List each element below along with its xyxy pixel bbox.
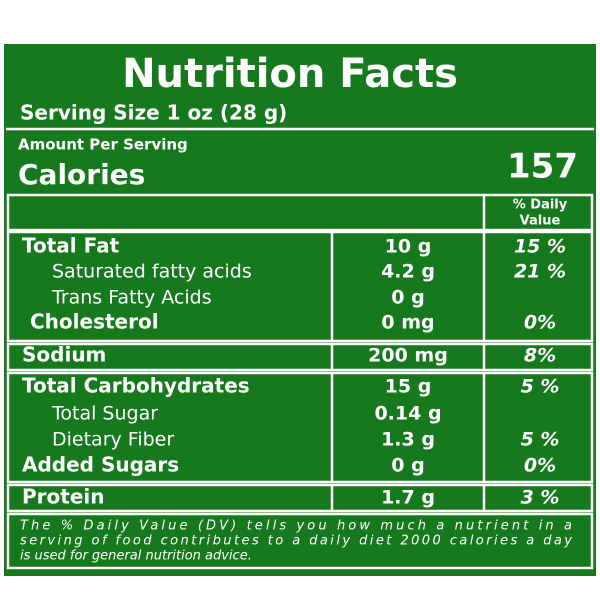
dv-header: Value	[520, 214, 561, 229]
daily-value: 0%	[524, 455, 556, 477]
nutrient-name: Cholesterol	[30, 310, 159, 334]
dv-header: % Daily	[513, 198, 568, 213]
nutrient-amount: 0.14 g	[374, 403, 441, 425]
nutrient-name: Saturated fatty acids	[52, 261, 252, 283]
nutrient-name: Total Fat	[22, 234, 120, 258]
daily-value: 8%	[524, 345, 556, 367]
label-background	[4, 44, 596, 576]
group-box	[6, 230, 594, 343]
nutrient-name: Sodium	[22, 343, 106, 367]
nutrient-amount: 15 g	[385, 376, 432, 398]
daily-value: 15 %	[514, 236, 566, 258]
nutrient-name: Added Sugars	[22, 453, 179, 477]
calories-value: 157	[507, 147, 578, 187]
nutrient-amount: 0 g	[391, 287, 424, 309]
amount-per-serving: Amount Per Serving	[18, 136, 188, 154]
group-box	[6, 483, 594, 513]
daily-value: 0%	[524, 312, 556, 334]
nutrient-name: Total Sugar	[51, 403, 158, 425]
nutrient-amount: 200 mg	[368, 345, 448, 367]
group-box	[6, 342, 594, 372]
header-box	[6, 193, 594, 232]
footnote: serving of food contributes to a daily d…	[20, 534, 572, 549]
daily-value: 3 %	[521, 487, 560, 509]
daily-value: 5 %	[521, 429, 560, 451]
footnote-box	[6, 512, 594, 570]
title: Nutrition Facts	[122, 51, 458, 97]
nutrient-name: Protein	[22, 485, 104, 509]
nutrient-amount: 0 mg	[381, 312, 434, 334]
footnote: The % Daily Value (DV) tells you how muc…	[20, 519, 572, 534]
daily-value: 21 %	[514, 261, 566, 283]
nutrient-name: Trans Fatty Acids	[51, 287, 212, 309]
nutrient-amount: 10 g	[385, 236, 432, 258]
nutrient-amount: 1.7 g	[381, 487, 435, 509]
serving-size: Serving Size 1 oz (28 g)	[20, 101, 287, 125]
daily-value: 5 %	[521, 376, 560, 398]
group-box	[6, 371, 594, 484]
footnote: is used for general nutrition advice.	[20, 549, 252, 564]
nutrient-amount: 1.3 g	[381, 429, 435, 451]
nutrient-name: Dietary Fiber	[52, 429, 174, 451]
nutrient-amount: 0 g	[391, 455, 424, 477]
nutrient-name: Total Carbohydrates	[22, 374, 250, 398]
calories-label: Calories	[18, 158, 145, 191]
nutrient-amount: 4.2 g	[381, 261, 435, 283]
